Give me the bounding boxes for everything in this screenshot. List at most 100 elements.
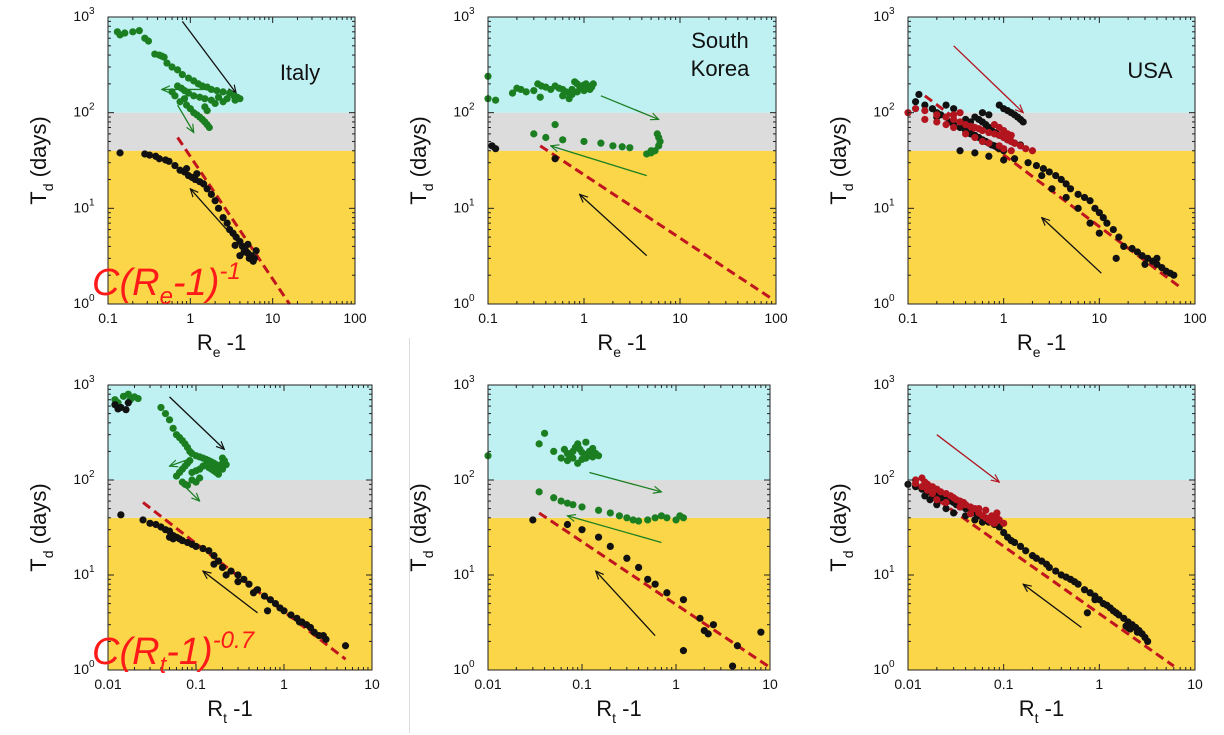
data-point (985, 128, 993, 137)
data-point (1138, 252, 1146, 260)
x-tick-label: 10 (762, 676, 778, 692)
data-point (1038, 171, 1046, 180)
data-point (1022, 547, 1030, 555)
data-point (280, 607, 288, 615)
trend-arrow (203, 571, 258, 614)
data-point (145, 151, 154, 159)
x-tick-label: 100 (764, 310, 788, 326)
y-axis-label: Td (days) (406, 116, 436, 205)
data-point (594, 452, 603, 460)
data-point (117, 511, 125, 519)
y-axis-label: Td (days) (826, 483, 856, 572)
x-tick-label: 100 (343, 310, 367, 326)
data-point (529, 516, 537, 524)
data-point (236, 252, 244, 260)
y-tick-label: 100 (873, 293, 895, 311)
data-point (231, 96, 239, 104)
chart-title: Korea (691, 56, 750, 81)
x-axis-label: Re -1 (1017, 330, 1066, 360)
data-point (606, 509, 614, 517)
data-point (942, 101, 950, 109)
x-tick-label: 0.1 (98, 310, 118, 326)
data-point (1080, 586, 1089, 594)
data-point (618, 143, 626, 151)
data-point (911, 479, 920, 488)
data-point (173, 66, 182, 74)
y-tick-label: 103 (873, 6, 895, 24)
data-point (1045, 563, 1053, 572)
plot-frame (107, 16, 356, 305)
data-point (536, 93, 544, 101)
data-point (589, 80, 597, 88)
data-point (1126, 625, 1134, 633)
data-point (921, 492, 929, 500)
data-point (1052, 567, 1060, 575)
data-point (1086, 219, 1094, 227)
x-tick-label: 0.01 (474, 676, 501, 692)
data-point (540, 429, 549, 437)
data-point (1128, 244, 1136, 253)
data-point (1144, 637, 1152, 646)
fit-line (914, 483, 1175, 668)
data-point (978, 126, 987, 135)
data-point (647, 147, 655, 155)
data-point (597, 139, 605, 147)
data-point (1074, 190, 1082, 198)
fit-line (176, 136, 291, 305)
data-point (559, 92, 567, 100)
data-point (535, 440, 543, 448)
data-point (606, 542, 614, 551)
trend-arrow (596, 571, 656, 637)
data-point (971, 133, 979, 142)
data-point (210, 560, 218, 568)
x-tick-label: 1 (580, 310, 588, 326)
data-point (218, 454, 227, 462)
data-point (569, 501, 577, 509)
data-point (942, 498, 950, 507)
data-point (589, 453, 597, 461)
data-point (950, 509, 958, 517)
data-point (1091, 204, 1099, 212)
x-axis-label: Rt -1 (207, 696, 252, 726)
data-point (1062, 180, 1070, 188)
x-tick-label: 0.01 (894, 676, 921, 692)
data-point (1016, 542, 1025, 551)
x-tick-label: 1 (186, 310, 194, 326)
data-point (679, 647, 688, 655)
y-tick-label: 102 (73, 469, 95, 487)
data-point (260, 592, 269, 600)
data-point (679, 596, 688, 604)
data-point (1099, 214, 1107, 222)
data-point (1074, 580, 1082, 588)
x-tick-label: 1 (1095, 676, 1103, 692)
y-axis-label: Td (days) (826, 116, 856, 205)
x-tick-label: 1 (1000, 310, 1008, 326)
data-point (563, 457, 572, 465)
data-point (205, 123, 213, 132)
y-tick-label: 102 (73, 102, 95, 120)
y-axis-label: Td (days) (26, 116, 56, 205)
data-point (1045, 168, 1053, 176)
x-axis-label: Rt -1 (596, 696, 641, 726)
data-point (213, 87, 221, 95)
y-tick-label: 100 (73, 293, 95, 311)
trend-arrow (580, 194, 648, 257)
chart-italy-re: 0.1 1 10 100 100 101 102 103 Re -1 Td (days) Italy… (26, 6, 367, 360)
data-point (609, 142, 617, 150)
y-tick-label: 103 (73, 374, 95, 392)
data-point (982, 506, 990, 514)
data-point (942, 504, 950, 513)
data-point (551, 121, 559, 129)
data-point (623, 554, 631, 562)
data-point (651, 580, 659, 588)
trend-arrow (177, 104, 194, 132)
chart-title: USA (1127, 58, 1173, 83)
data-point (173, 82, 182, 90)
data-point (1010, 538, 1019, 547)
data-point (557, 454, 565, 462)
x-axis-label: Re -1 (597, 330, 646, 360)
data-point (1091, 596, 1099, 604)
data-point (160, 53, 168, 61)
data-point (1080, 193, 1089, 202)
x-tick-label: 0.1 (478, 310, 498, 326)
